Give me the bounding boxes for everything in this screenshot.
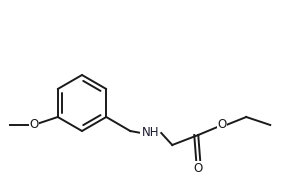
Text: NH: NH (141, 127, 159, 139)
Text: O: O (194, 162, 203, 174)
Text: O: O (29, 119, 38, 132)
Text: O: O (218, 119, 227, 132)
